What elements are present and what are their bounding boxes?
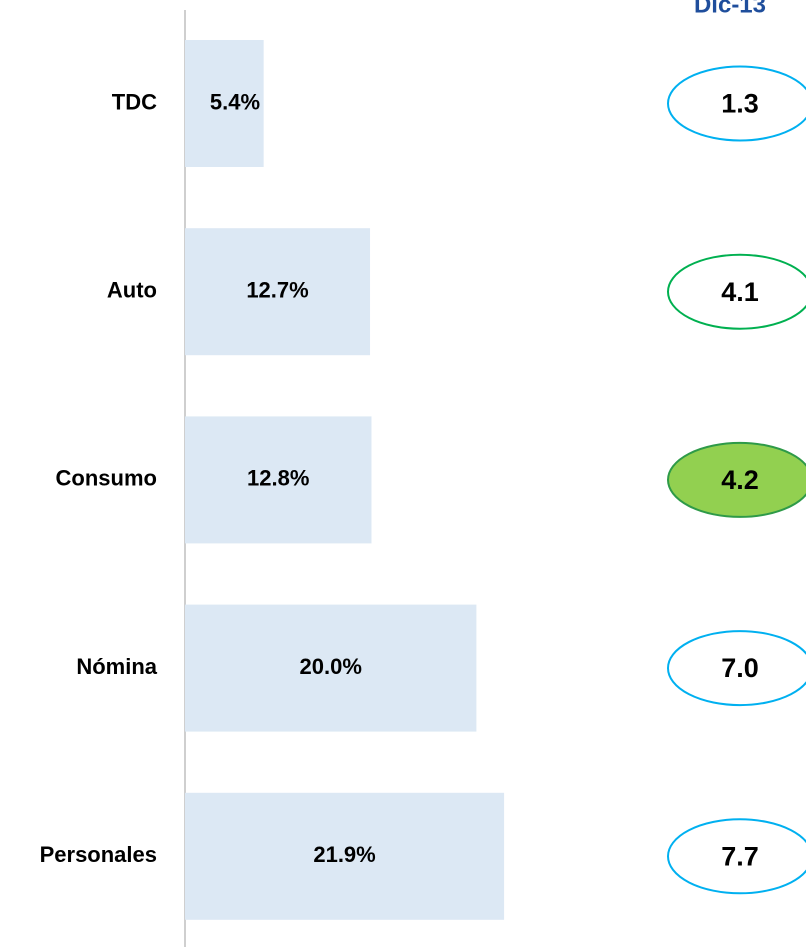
indicator-ellipse	[667, 441, 806, 518]
bar	[185, 228, 371, 356]
indicator-ellipse	[667, 65, 806, 142]
bar	[185, 416, 372, 544]
indicator-label: 4.2	[721, 465, 759, 495]
value-label: 5.4%	[210, 89, 260, 114]
indicator-ellipse	[667, 253, 806, 330]
category-label: Consumo	[56, 466, 157, 491]
indicator-ellipse	[667, 818, 806, 895]
indicator-label: 7.7	[721, 841, 759, 871]
indicator-label: 7.0	[721, 653, 759, 683]
category-label: Personales	[40, 842, 157, 867]
bar	[185, 792, 505, 920]
category-label: TDC	[112, 89, 157, 114]
value-label: 12.7%	[246, 278, 308, 303]
indicator-label: 4.1	[721, 277, 759, 307]
bar	[185, 40, 264, 167]
value-label: 20.0%	[300, 654, 362, 679]
indicator-label: 1.3	[721, 89, 759, 119]
value-label: 12.8%	[247, 466, 309, 491]
indicator-title: Dic-13	[694, 0, 766, 18]
value-label: 21.9%	[313, 842, 375, 867]
indicator-ellipse	[667, 630, 806, 707]
category-label: Nómina	[76, 654, 157, 679]
category-label: Auto	[107, 278, 157, 303]
bar	[185, 604, 477, 732]
